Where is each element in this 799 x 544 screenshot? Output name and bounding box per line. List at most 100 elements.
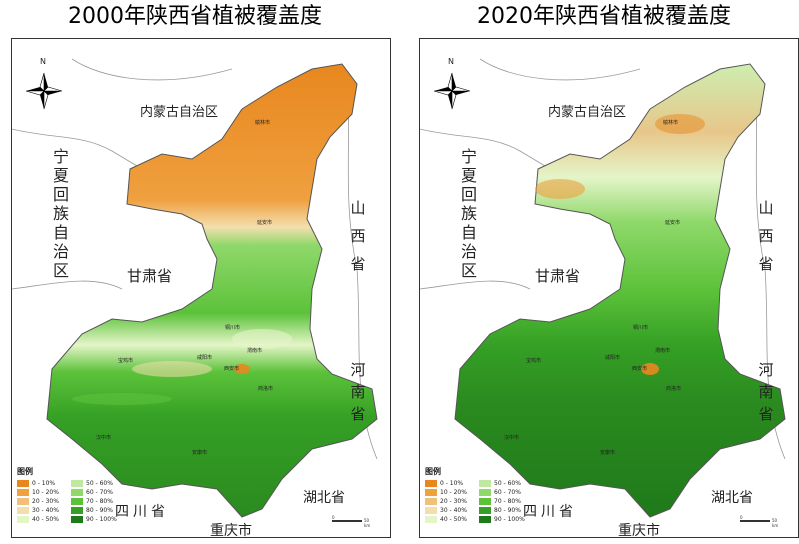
legend-label: 70 - 80% <box>494 498 521 505</box>
city-xianyang: 咸阳市 <box>605 355 621 361</box>
city-ankang: 安康市 <box>600 450 616 456</box>
legend-swatch <box>71 507 83 514</box>
legend-swatch <box>71 516 83 523</box>
legend-swatch <box>17 507 29 514</box>
label-chongqing: 重庆市 <box>618 523 660 538</box>
legend-swatch <box>479 498 491 505</box>
city-tongchuan: 铜川市 <box>633 325 649 331</box>
city-xianyang: 咸阳市 <box>197 355 213 361</box>
legend-label: 60 - 70% <box>494 489 521 496</box>
north-label: N <box>40 57 46 66</box>
label-ningxia: 宁夏回族自治区 <box>52 147 69 280</box>
legend-item: 90 - 100% <box>479 516 531 523</box>
legend-label: 90 - 100% <box>494 516 525 523</box>
legend-item: 40 - 50% <box>425 516 477 523</box>
legend-grid: 0 - 10% 50 - 60% 10 - 20% 60 - 70% 20 - … <box>425 480 535 523</box>
legend-item: 90 - 100% <box>71 516 123 523</box>
shaanxi-province-shape <box>46 63 378 518</box>
legend-swatch <box>17 480 29 487</box>
legend-label: 30 - 40% <box>440 507 467 514</box>
legend-item: 70 - 80% <box>479 498 531 505</box>
map-panel-2000: N 内蒙古自治区 宁夏回族自治区 甘肃省 山西省 河南省 四川省 湖北省 重庆市… <box>11 38 391 538</box>
city-yulin: 榆林市 <box>663 120 679 126</box>
scale-start: 0 <box>332 515 335 520</box>
legend-swatch <box>17 516 29 523</box>
legend-title: 图例 <box>425 467 441 476</box>
legend-swatch <box>479 480 491 487</box>
legend-item: 50 - 60% <box>479 480 531 487</box>
legend-item: 40 - 50% <box>17 516 69 523</box>
compass-rose-icon <box>433 72 471 110</box>
city-yulin: 榆林市 <box>255 120 271 126</box>
scale-end: 50 km <box>364 518 371 528</box>
legend-swatch <box>71 489 83 496</box>
city-yanan: 延安市 <box>665 220 681 226</box>
label-ningxia: 宁夏回族自治区 <box>460 147 477 280</box>
legend-item: 60 - 70% <box>71 489 123 496</box>
legend-label: 10 - 20% <box>440 489 467 496</box>
boundary-line <box>12 128 143 170</box>
legend-item: 20 - 30% <box>425 498 477 505</box>
legend-swatch <box>71 498 83 505</box>
boundary-line <box>479 58 641 81</box>
legend-swatch <box>425 480 437 487</box>
boundary-line <box>420 128 551 170</box>
boundary-line <box>12 280 123 290</box>
legend-item: 10 - 20% <box>425 489 477 496</box>
scale-start: 0 <box>740 515 743 520</box>
label-sichuan: 四川省 <box>115 504 169 520</box>
city-xian: 西安市 <box>224 366 240 372</box>
legend-swatch <box>17 489 29 496</box>
legend-item: 30 - 40% <box>425 507 477 514</box>
legend-label: 80 - 90% <box>86 507 113 514</box>
city-shangluo: 商洛市 <box>666 386 682 392</box>
city-baoji: 宝鸡市 <box>526 358 542 364</box>
legend-item: 0 - 10% <box>425 480 477 487</box>
label-inner-mongolia: 内蒙古自治区 <box>548 105 627 120</box>
legend-swatch <box>479 489 491 496</box>
legend-grid: 0 - 10% 50 - 60% 10 - 20% 60 - 70% 20 - … <box>17 480 127 523</box>
legend-2000: 图例 0 - 10% 50 - 60% 10 - 20% 60 - 70% 20… <box>17 466 127 523</box>
legend-item: 70 - 80% <box>71 498 123 505</box>
legend-item: 60 - 70% <box>479 489 531 496</box>
legend-title: 图例 <box>17 467 33 476</box>
label-hubei: 湖北省 <box>711 490 753 506</box>
label-shanxi: 山西省 <box>758 199 774 273</box>
legend-label: 0 - 10% <box>32 480 56 487</box>
legend-item: 0 - 10% <box>17 480 69 487</box>
label-shanxi: 山西省 <box>350 199 366 273</box>
legend-label: 40 - 50% <box>32 516 59 523</box>
scale-line <box>740 520 770 522</box>
legend-label: 90 - 100% <box>86 516 117 523</box>
scale-bar-2000: 0 50 km <box>332 515 372 528</box>
legend-2020: 图例 0 - 10% 50 - 60% 10 - 20% 60 - 70% 20… <box>425 466 535 523</box>
legend-swatch <box>425 516 437 523</box>
legend-label: 40 - 50% <box>440 516 467 523</box>
xian-urban-area <box>641 363 659 375</box>
city-baoji: 宝鸡市 <box>118 358 134 364</box>
city-hanzhong: 汉中市 <box>504 435 520 441</box>
boundary-line <box>420 280 531 290</box>
scale-end: 50 km <box>772 518 779 528</box>
map-title-2020: 2020年陕西省植被覆盖度 <box>477 4 731 29</box>
legend-label: 20 - 30% <box>32 498 59 505</box>
legend-item: 80 - 90% <box>71 507 123 514</box>
legend-swatch <box>425 489 437 496</box>
legend-item: 80 - 90% <box>479 507 531 514</box>
legend-label: 10 - 20% <box>32 489 59 496</box>
shaanxi-province-shape <box>454 63 786 518</box>
city-ankang: 安康市 <box>192 450 208 456</box>
city-yanan: 延安市 <box>257 220 273 226</box>
label-hubei: 湖北省 <box>303 490 345 506</box>
city-xian: 西安市 <box>632 366 648 372</box>
city-shangluo: 商洛市 <box>258 386 274 392</box>
legend-label: 20 - 30% <box>440 498 467 505</box>
label-gansu: 甘肃省 <box>535 267 581 285</box>
legend-item: 20 - 30% <box>17 498 69 505</box>
map-title-2000: 2000年陕西省植被覆盖度 <box>68 4 322 29</box>
xian-urban-area <box>234 364 250 374</box>
vegetation-map-2020 <box>420 58 786 518</box>
city-weinan: 渭南市 <box>655 348 671 354</box>
scale-bar-2020: 0 50 km <box>740 515 780 528</box>
legend-item: 50 - 60% <box>71 480 123 487</box>
